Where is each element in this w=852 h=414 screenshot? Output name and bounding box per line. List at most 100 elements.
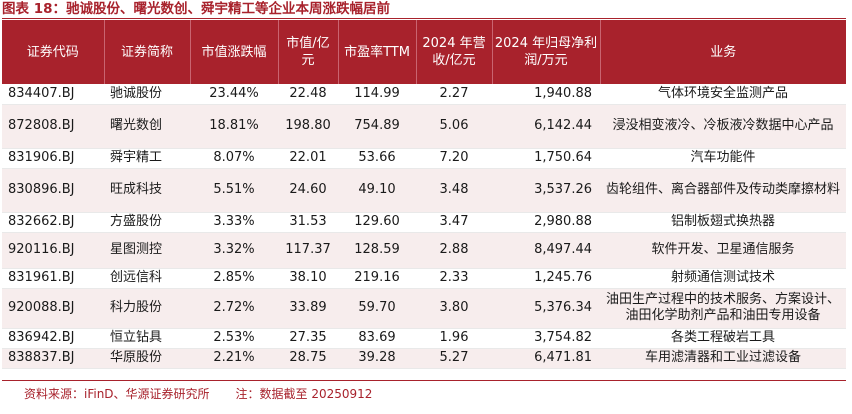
cell-code: 831961.BJ: [2, 268, 104, 289]
cell-code: 834407.BJ: [2, 84, 104, 105]
header-revenue: 2024 年营收/亿元: [416, 20, 493, 84]
cell-name: 旺成科技: [104, 168, 190, 213]
cell-pe: 39.28: [338, 348, 416, 369]
cell-pe: 83.69: [338, 328, 416, 349]
cell-change: 3.32%: [190, 232, 278, 269]
header-code: 证券代码: [2, 20, 105, 84]
cell-profit: 6,471.81: [492, 348, 600, 369]
cell-profit: 1,940.88: [492, 84, 600, 105]
table-row: 872808.BJ 曙光数创 18.81% 198.80 754.89 5.06 6,142…: [2, 104, 846, 149]
cell-name: 曙光数创: [104, 104, 190, 149]
cell-business: 汽车功能件: [600, 148, 846, 169]
cell-business: 铝制板翅式换热器: [600, 212, 846, 233]
cell-mktcap: 198.80: [278, 104, 338, 149]
cell-name: 创远信科: [104, 268, 190, 289]
table-row: 831906.BJ 舜宇精工 8.07% 22.01 53.66 7.20 1,750.64…: [2, 148, 846, 169]
cell-code: 838837.BJ: [2, 348, 104, 369]
source-note: 资料来源：iFinD、华源证券研究所 注：数据截至 20250912: [24, 385, 398, 403]
cell-name: 华原股份: [104, 348, 190, 369]
cell-name: 方盛股份: [104, 212, 190, 233]
cell-revenue: 3.48: [416, 168, 492, 213]
header-profit: 2024 年归母净利润/万元: [492, 20, 601, 84]
figure-title: 图表 18：驰诚股份、曙光数创、舜宇精工等企业本周涨跌幅居前: [2, 1, 390, 17]
cell-pe: 128.59: [338, 232, 416, 269]
cell-revenue: 3.47: [416, 212, 492, 233]
cell-profit: 3,537.26: [492, 168, 600, 213]
cell-name: 驰诚股份: [104, 84, 190, 105]
cell-name: 星图测控: [104, 232, 190, 269]
table-row: 836942.BJ 恒立钻具 2.53% 27.35 83.69 1.96 3,754.82…: [2, 328, 846, 349]
table-row: 832662.BJ 方盛股份 3.33% 31.53 129.60 3.47 2,980.8…: [2, 212, 846, 233]
table-row: 920088.BJ 科力股份 2.72% 33.89 59.70 3.80 5,376.34…: [2, 288, 846, 329]
cell-change: 3.33%: [190, 212, 278, 233]
cell-pe: 129.60: [338, 212, 416, 233]
cell-revenue: 2.33: [416, 268, 492, 289]
cell-change: 18.81%: [190, 104, 278, 149]
cell-name: 科力股份: [104, 288, 190, 329]
cell-revenue: 3.80: [416, 288, 492, 329]
stock-table: 证券代码 证券简称 市值涨跌幅 市值/亿元 市盈率TTM 2024 年营收/亿元…: [2, 20, 846, 369]
cell-mktcap: 22.01: [278, 148, 338, 169]
table-row: 838837.BJ 华原股份 2.21% 28.75 39.28 5.27 6,471.81…: [2, 348, 846, 369]
cell-mktcap: 22.48: [278, 84, 338, 105]
cell-business: 各类工程破岩工具: [600, 328, 846, 349]
table-row: 920116.BJ 星图测控 3.32% 117.37 128.59 2.88 8,497.…: [2, 232, 846, 269]
header-name: 证券简称: [104, 20, 191, 84]
table-header-row: 证券代码 证券简称 市值涨跌幅 市值/亿元 市盈率TTM 2024 年营收/亿元…: [2, 20, 846, 84]
cell-change: 5.51%: [190, 168, 278, 213]
cell-mktcap: 27.35: [278, 328, 338, 349]
cell-pe: 59.70: [338, 288, 416, 329]
cell-code: 832662.BJ: [2, 212, 104, 233]
cell-pe: 219.16: [338, 268, 416, 289]
cell-change: 2.85%: [190, 268, 278, 289]
cell-code: 836942.BJ: [2, 328, 104, 349]
cell-pe: 49.10: [338, 168, 416, 213]
cell-name: 恒立钻具: [104, 328, 190, 349]
cell-code: 830896.BJ: [2, 168, 104, 213]
footer-rule: [2, 380, 846, 381]
cell-business: 车用滤清器和工业过滤设备: [600, 348, 846, 369]
cell-business: 油田生产过程中的技术服务、方案设计、油田化学助剂产品和油田专用设备: [600, 288, 846, 329]
cell-code: 831906.BJ: [2, 148, 104, 169]
cell-code: 872808.BJ: [2, 104, 104, 149]
cell-change: 8.07%: [190, 148, 278, 169]
cell-change: 23.44%: [190, 84, 278, 105]
cell-pe: 53.66: [338, 148, 416, 169]
cell-change: 2.72%: [190, 288, 278, 329]
cell-business: 气体环境安全监测产品: [600, 84, 846, 105]
table-row: 834407.BJ 驰诚股份 23.44% 22.48 114.99 2.27 1,940.…: [2, 84, 846, 105]
date-note: 注：数据截至 20250912: [235, 387, 373, 401]
cell-profit: 2,980.88: [492, 212, 600, 233]
cell-mktcap: 24.60: [278, 168, 338, 213]
header-change: 市值涨跌幅: [190, 20, 279, 84]
cell-profit: 8,497.44: [492, 232, 600, 269]
cell-code: 920116.BJ: [2, 232, 104, 269]
header-business: 业务: [600, 20, 846, 84]
cell-business: 软件开发、卫星通信服务: [600, 232, 846, 269]
cell-mktcap: 33.89: [278, 288, 338, 329]
cell-profit: 5,376.34: [492, 288, 600, 329]
header-pe: 市盈率TTM: [338, 20, 417, 84]
cell-profit: 1,750.64: [492, 148, 600, 169]
cell-business: 射频通信测试技术: [600, 268, 846, 289]
table-row: 830896.BJ 旺成科技 5.51% 24.60 49.10 3.48 3,537.26…: [2, 168, 846, 213]
cell-revenue: 2.88: [416, 232, 492, 269]
cell-profit: 1,245.76: [492, 268, 600, 289]
cell-mktcap: 31.53: [278, 212, 338, 233]
cell-profit: 6,142.44: [492, 104, 600, 149]
cell-mktcap: 117.37: [278, 232, 338, 269]
cell-business: 浸没相变液冷、冷板液冷数据中心产品: [600, 104, 846, 149]
cell-revenue: 7.20: [416, 148, 492, 169]
cell-business: 齿轮组件、离合器部件及传动类摩擦材料: [600, 168, 846, 213]
source-text: 资料来源：iFinD、华源证券研究所: [24, 387, 210, 401]
title-rule: [2, 18, 846, 19]
cell-profit: 3,754.82: [492, 328, 600, 349]
cell-revenue: 5.27: [416, 348, 492, 369]
cell-code: 920088.BJ: [2, 288, 104, 329]
cell-mktcap: 28.75: [278, 348, 338, 369]
cell-mktcap: 38.10: [278, 268, 338, 289]
cell-change: 2.21%: [190, 348, 278, 369]
cell-pe: 754.89: [338, 104, 416, 149]
cell-revenue: 2.27: [416, 84, 492, 105]
cell-pe: 114.99: [338, 84, 416, 105]
